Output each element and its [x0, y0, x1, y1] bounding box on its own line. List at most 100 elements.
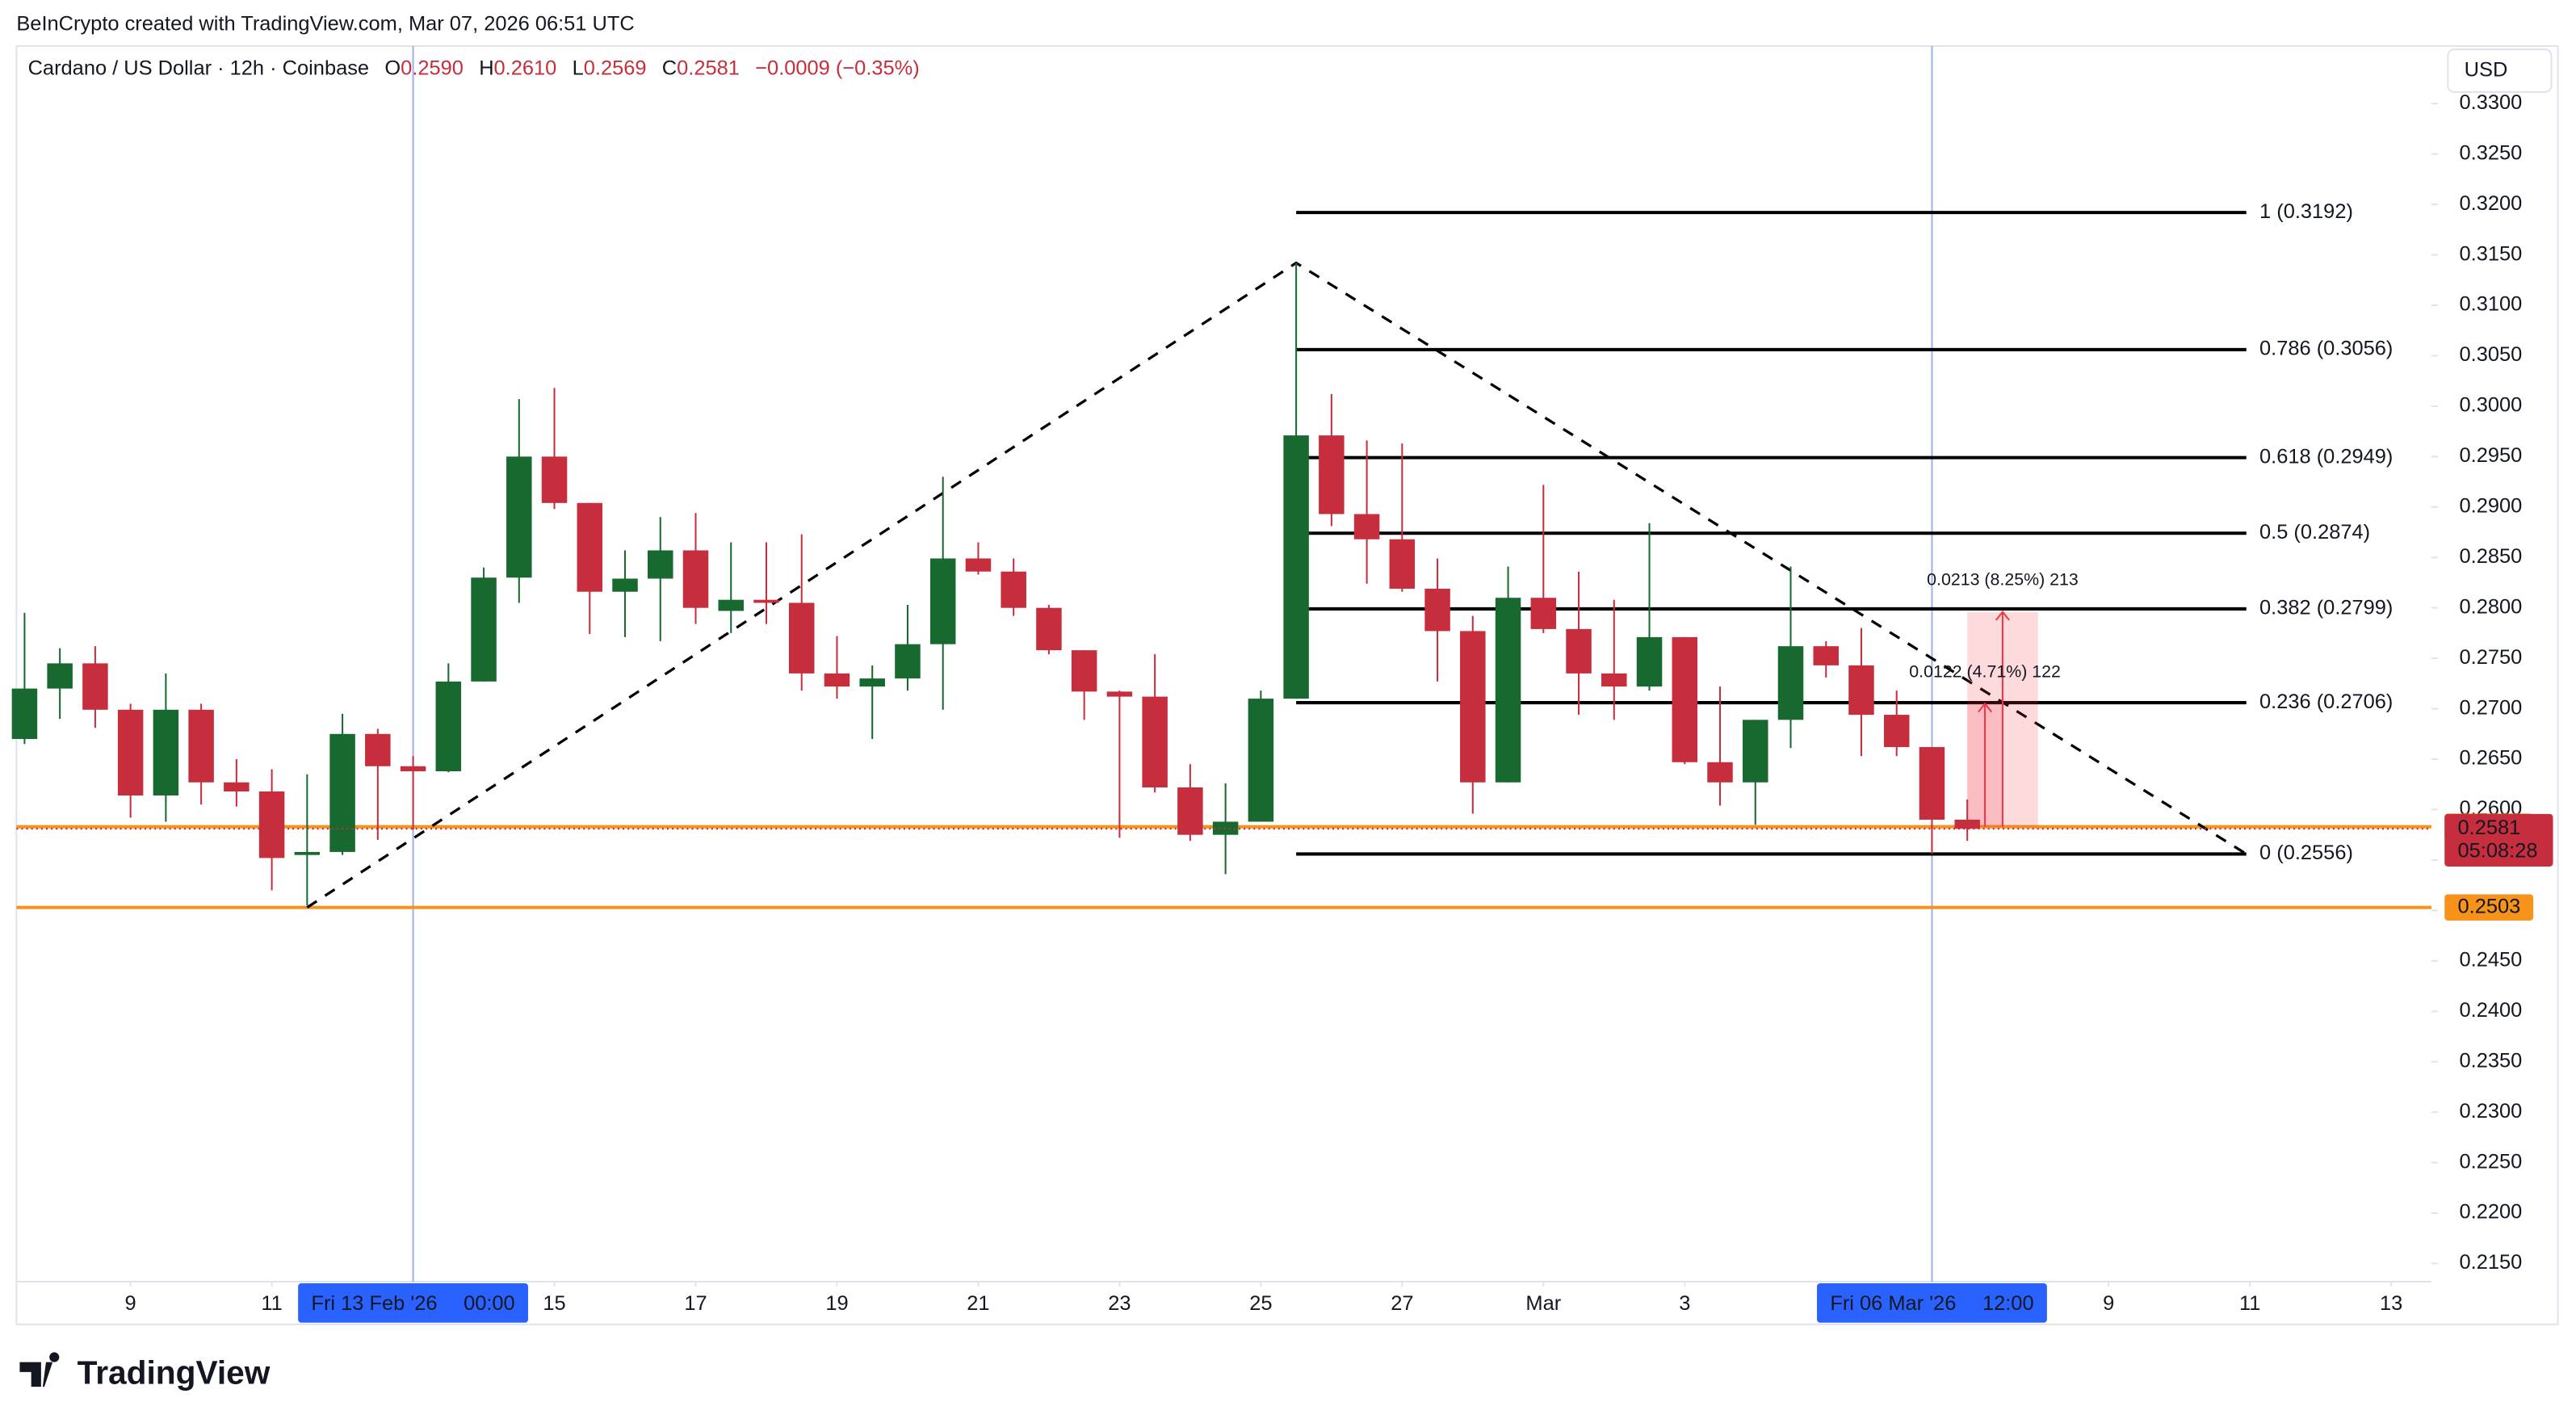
candle-body — [1106, 691, 1133, 697]
candle-body — [1283, 435, 1309, 699]
x-tick-label: 13 — [2380, 1292, 2402, 1315]
candle-body — [1071, 650, 1097, 692]
candle-body — [82, 663, 108, 710]
legend: Cardano / US Dollar · 12h · Coinbase O0.… — [28, 57, 920, 79]
legend-l: L — [573, 57, 584, 79]
legend-close: 0.2581 — [677, 57, 740, 79]
x-tick-label: 17 — [684, 1292, 707, 1315]
legend-high: 0.2610 — [494, 57, 557, 79]
candle-body — [188, 709, 214, 783]
candle-body — [1142, 696, 1168, 787]
candle-body — [1353, 514, 1380, 539]
y-tick-label: 0.2200 — [2460, 1201, 2523, 1224]
countdown: 05:08:28 — [2458, 839, 2538, 862]
y-tick-label: 0.2350 — [2460, 1049, 2523, 1072]
candle-body — [859, 678, 885, 687]
currency: USD — [2465, 58, 2508, 81]
candle-body — [1883, 715, 1910, 748]
legend-low: 0.2569 — [584, 57, 647, 79]
price-line-tag-label: 0.2503 — [2458, 895, 2521, 917]
price-line-tag — [2444, 894, 2534, 921]
candle-body — [435, 681, 462, 772]
last-price-tag — [2444, 813, 2553, 867]
candle-body — [258, 791, 285, 858]
y-tick-label: 0.2250 — [2460, 1150, 2523, 1173]
x-tick-label: 21 — [967, 1292, 989, 1315]
fib-label: 0.382 (0.2799) — [2259, 597, 2393, 619]
legend-o: O — [384, 57, 401, 79]
x-tick-label: 3 — [1679, 1292, 1690, 1315]
crosshair-date: Fri 06 Mar '26 — [1830, 1292, 1956, 1315]
y-tick-label: 0.3300 — [2460, 91, 2523, 114]
legend-h: H — [479, 57, 493, 79]
y-tick-label: 0.2400 — [2460, 999, 2523, 1022]
x-tick-label: 23 — [1108, 1292, 1131, 1315]
candle-body — [612, 578, 638, 592]
candle-body — [1036, 607, 1062, 651]
y-tick-label: 0.2150 — [2460, 1251, 2523, 1274]
x-tick-label: Mar — [1525, 1292, 1561, 1315]
y-tick-label: 0.2900 — [2460, 495, 2523, 518]
candle-body — [329, 733, 355, 852]
measure-arrow-head — [1978, 702, 1993, 713]
legend-title: Cardano / US Dollar · 12h · Coinbase — [28, 57, 369, 79]
y-tick-label: 0.3250 — [2460, 141, 2523, 164]
fib-label: 0 (0.2556) — [2259, 842, 2353, 864]
candle-body — [1177, 787, 1203, 835]
candle-body — [11, 688, 38, 740]
y-tick-label: 0.2650 — [2460, 747, 2523, 770]
measure-label: 0.0122 (4.71%) 122 — [1909, 661, 2061, 681]
logo-text: TradingView — [78, 1354, 271, 1392]
candle-body — [506, 456, 532, 578]
y-tick-label: 0.2950 — [2460, 444, 2523, 467]
y-tick-label: 0.2300 — [2460, 1100, 2523, 1123]
candle-body — [1777, 646, 1804, 720]
candle-body — [294, 851, 321, 855]
legend-c: C — [662, 57, 677, 79]
fib-label: 0.618 (0.2949) — [2259, 445, 2393, 468]
legend-open: 0.2590 — [401, 57, 464, 79]
y-tick-label: 0.2850 — [2460, 545, 2523, 568]
y-tick-label: 0.3150 — [2460, 242, 2523, 265]
fib-label: 0.236 (0.2706) — [2259, 691, 2393, 713]
candle-body — [224, 782, 250, 791]
candle-body — [1566, 628, 1592, 674]
logo: TradingView — [19, 1352, 271, 1392]
x-tick-label: 9 — [2103, 1292, 2114, 1315]
candle-body — [1319, 435, 1345, 514]
measure-label: 0.0213 (8.25%) 213 — [1927, 570, 2079, 590]
candle-body — [1954, 819, 1980, 829]
measure-arrow-head — [1995, 611, 2010, 621]
fib-label: 1 (0.3192) — [2259, 200, 2353, 223]
y-tick-label: 0.2700 — [2460, 696, 2523, 719]
legend-change: −0.0009 (−0.35%) — [755, 57, 920, 79]
last-price-label: 0.2581 — [2458, 816, 2521, 839]
y-tick-label: 0.3200 — [2460, 192, 2523, 215]
candle-body — [577, 502, 603, 592]
candle-body — [682, 550, 709, 608]
candle-body — [824, 673, 850, 687]
candle-body — [753, 599, 779, 603]
candle-body — [153, 709, 179, 795]
candle-body — [400, 766, 426, 772]
fib-label: 0.786 (0.3056) — [2259, 338, 2393, 360]
y-tick-label: 0.3000 — [2460, 394, 2523, 417]
y-tick-label: 0.2800 — [2460, 595, 2523, 618]
y-tick-label: 0.3050 — [2460, 343, 2523, 366]
x-tick-label: 27 — [1391, 1292, 1413, 1315]
crosshair-time: 00:00 — [464, 1292, 515, 1315]
candle-body — [1530, 598, 1557, 629]
candle-body — [718, 599, 744, 611]
candle-body — [1495, 598, 1521, 783]
candle-body — [929, 558, 956, 644]
candle-body — [541, 456, 568, 503]
x-tick-label: 11 — [2239, 1292, 2260, 1315]
header: BeInCrypto created with TradingView.com,… — [16, 12, 634, 35]
currency-box[interactable] — [2447, 48, 2553, 94]
crosshair-tag — [298, 1282, 528, 1323]
candle-body — [1743, 720, 1768, 783]
candle-body — [965, 558, 992, 572]
